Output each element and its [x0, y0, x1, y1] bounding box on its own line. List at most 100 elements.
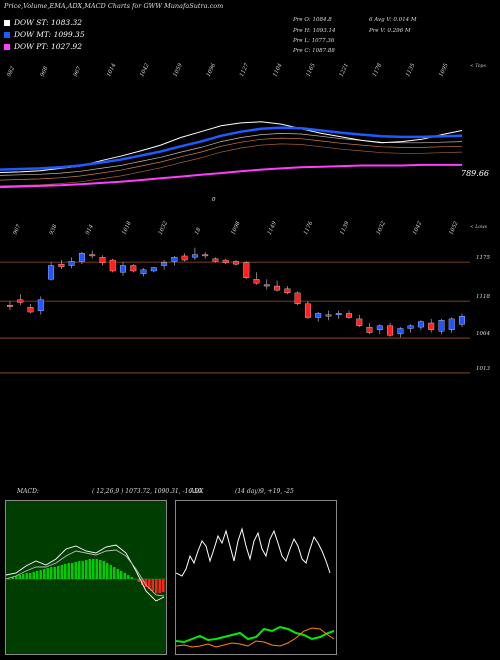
tick-label: 982	[6, 65, 16, 78]
candle-body	[387, 325, 394, 336]
candle-body	[243, 262, 250, 278]
adx-minus-line	[175, 627, 335, 648]
macd-hist-bar	[74, 562, 77, 579]
candle-body	[109, 259, 116, 272]
candle-body	[171, 257, 178, 262]
candle-body	[27, 307, 34, 313]
macd-hist-bar	[127, 575, 130, 579]
macd-hist-bar	[60, 565, 63, 579]
legend-label-pt: DOW PT: 1027.92	[14, 42, 82, 51]
tick-label: 914	[85, 223, 95, 236]
candle-body	[448, 318, 455, 330]
macd-hist-bar	[151, 579, 154, 591]
macd-hist-bar	[88, 559, 91, 579]
macd-hist-bar	[15, 576, 18, 579]
candle-body	[253, 279, 260, 284]
macd-hist-bar	[148, 579, 151, 589]
macd-hist-bar	[8, 579, 11, 580]
macd-hist-bar	[78, 561, 81, 579]
ema-line-mt	[0, 126, 463, 171]
candle-body	[366, 326, 373, 333]
legend-dow-st: DOW ST: 1083.32	[4, 18, 82, 27]
ema-aux-line	[0, 133, 463, 176]
legend-label-mt: DOW MT: 1099.35	[14, 30, 85, 39]
ohlc-high: Pre H: 1093.14	[293, 28, 336, 34]
ohlc-avg-volume: 6 Avg V: 0.014 M	[369, 17, 417, 23]
ema-price-label: 789.66	[461, 169, 489, 178]
candle-body	[202, 254, 209, 257]
candle-body	[181, 255, 188, 261]
macd-hist-bar	[162, 579, 165, 592]
macd-hist-bar	[39, 570, 42, 579]
candle-body	[58, 264, 65, 268]
candle-body	[325, 314, 332, 317]
macd-signal-line	[5, 549, 165, 597]
candle-body	[222, 259, 229, 263]
macd-hist-bar	[32, 572, 35, 579]
macd-hist-bar	[18, 575, 21, 579]
adx-line	[175, 527, 331, 577]
macd-hist-bar	[130, 577, 133, 579]
candle-body	[376, 325, 383, 330]
candle-body	[89, 254, 96, 257]
macd-hist-bar	[106, 563, 109, 579]
tick-label: 938	[49, 223, 59, 236]
tick-label: 968	[40, 65, 50, 78]
candle-body	[263, 284, 270, 287]
ema-aux-line	[0, 143, 463, 187]
ema-lines	[0, 121, 463, 189]
tick-label: 1018	[121, 220, 133, 236]
ohlc-low: Pre L: 1077.36	[293, 38, 335, 44]
adx-plus-line	[175, 625, 335, 644]
ohlc-close: Pre C: 1087.88	[293, 48, 335, 54]
ema-zero-label: 0	[212, 197, 216, 203]
candle-body	[459, 316, 465, 325]
tick-label: 1059	[173, 62, 185, 78]
tick-label: 1104	[272, 62, 284, 78]
legend-label-st: DOW ST: 1083.32	[14, 18, 83, 27]
candle-body	[397, 328, 404, 335]
macd-hist-bar	[36, 571, 39, 579]
candle-body	[37, 299, 44, 311]
adx-panel	[175, 500, 337, 655]
macd-hist-bar	[158, 579, 161, 593]
macd-hist-bar	[137, 579, 140, 582]
candle-body	[150, 267, 157, 272]
macd-hist-bar	[134, 579, 137, 580]
level-label: 1064	[476, 331, 490, 337]
candle-body	[438, 320, 445, 332]
macd-svg	[5, 544, 166, 602]
candle-body	[294, 292, 301, 304]
macd-hist-bar	[99, 560, 102, 579]
tick-label: 1135	[405, 62, 417, 78]
legend-swatch-mt	[4, 32, 10, 38]
tick-label: 1032	[158, 220, 170, 236]
candle-body	[284, 288, 291, 294]
macd-hist-bar	[144, 579, 147, 587]
macd-hist-bar	[116, 569, 119, 579]
candle-lows-label: < Lows	[470, 224, 488, 230]
tick-label: 1032	[376, 220, 388, 236]
adx-params: (14 day)9, +19, -25	[235, 488, 294, 495]
macd-hist-bar	[43, 569, 46, 579]
macd-hist-bar	[64, 564, 67, 579]
level-label: 1175	[476, 255, 490, 261]
adx-title: ADX	[190, 488, 204, 495]
macd-hist-bar	[102, 561, 105, 579]
tick-label: 1176	[303, 220, 315, 236]
macd-hist-bar	[22, 574, 25, 579]
candle-body	[7, 305, 13, 307]
tick-label: 1139	[339, 220, 351, 236]
macd-hist-bar	[123, 573, 126, 579]
candle-body	[130, 265, 137, 272]
tick-label: 1149	[267, 220, 279, 236]
candle-body	[335, 313, 342, 315]
chart-title: Price,Volume,EMA,ADX,MACD Charts for GWW…	[4, 2, 224, 10]
macd-params: ( 12,26,9 ) 1073.72, 1090.31, -16.59	[92, 488, 202, 495]
tick-label: 18	[194, 227, 203, 236]
legend-swatch-pt	[4, 44, 10, 50]
legend-dow-mt: DOW MT: 1099.35	[4, 30, 85, 39]
adx-svg	[175, 527, 335, 648]
macd-hist-bar	[109, 565, 112, 579]
candle-body	[140, 269, 147, 274]
